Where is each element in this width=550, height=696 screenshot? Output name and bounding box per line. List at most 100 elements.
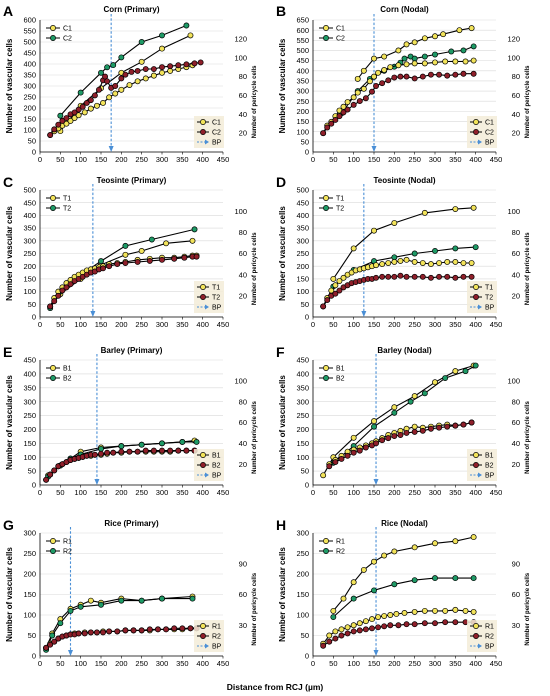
data-point (456, 27, 463, 34)
data-point (138, 39, 145, 45)
y-tick-label: 500 (296, 46, 309, 55)
data-point (379, 273, 386, 280)
legend-marker (50, 195, 56, 201)
data-point (379, 437, 386, 444)
data-point (427, 425, 434, 432)
legend-label: B2 (485, 463, 494, 470)
data-point (326, 463, 333, 470)
data-point (87, 105, 94, 112)
data-point (340, 103, 347, 110)
legend-marker (323, 35, 329, 41)
legend-marker (200, 284, 206, 290)
data-point (344, 630, 351, 637)
data-point (332, 635, 339, 642)
legend-marker (50, 365, 56, 371)
x-tick-label: 200 (115, 320, 128, 329)
data-point (421, 35, 428, 42)
data-point (326, 632, 333, 639)
x-tick-label: 400 (469, 659, 482, 668)
data-point (403, 41, 410, 48)
data-point (448, 48, 455, 55)
data-point (436, 424, 443, 431)
y2-tick-label: 100 (507, 376, 520, 385)
data-point (75, 630, 82, 637)
data-point (395, 47, 402, 54)
y2-tick-label: 60 (239, 418, 247, 427)
data-point (142, 447, 149, 454)
data-point (411, 273, 418, 280)
data-point (350, 622, 357, 629)
data-point (442, 58, 449, 65)
y-tick-label: 300 (23, 236, 36, 245)
data-point (391, 404, 398, 411)
data-point (411, 423, 418, 430)
data-point (379, 261, 386, 268)
data-point (391, 581, 398, 588)
data-point (385, 260, 392, 266)
data-point (385, 273, 392, 280)
vascular-series-C1 (57, 32, 194, 135)
data-point (118, 443, 125, 450)
data-point (320, 642, 327, 649)
x-tick-label: 0 (311, 155, 315, 164)
data-point (87, 629, 94, 636)
data-point (375, 69, 382, 76)
data-point (468, 273, 475, 280)
data-point (134, 448, 141, 455)
legend-label: B1 (485, 453, 494, 460)
vascular-series-R2 (330, 575, 477, 621)
x-tick-label: 250 (135, 659, 148, 668)
x-tick-label: 200 (115, 155, 128, 164)
series-line (49, 228, 195, 309)
data-point (362, 626, 369, 633)
y-tick-label: 450 (296, 56, 309, 65)
y-tick-label: 250 (296, 249, 309, 258)
data-point (114, 628, 121, 635)
y-axis-title: Number of vascular cells (278, 38, 287, 133)
y-axis-title: Number of vascular cells (5, 375, 14, 470)
series-line (322, 59, 474, 134)
data-point (71, 109, 78, 116)
data-point (369, 88, 375, 95)
y2-tick-label: 120 (234, 34, 247, 43)
data-point (371, 558, 377, 565)
data-point (350, 628, 357, 635)
y-tick-label: 250 (23, 549, 36, 558)
data-point (366, 78, 373, 85)
legend-label: R2 (212, 634, 221, 641)
data-point (393, 611, 400, 617)
x-tick-label: 100 (74, 488, 87, 497)
data-point (338, 626, 345, 633)
data-point (112, 90, 119, 97)
y-tick-label: 350 (296, 383, 309, 392)
x-tick-label: 150 (368, 659, 381, 668)
data-point (320, 472, 327, 479)
data-point (432, 575, 438, 582)
series-line (45, 598, 193, 651)
panel-letter: C (3, 174, 13, 190)
data-point (336, 287, 343, 294)
y2-tick-label: 40 (512, 439, 520, 448)
y-tick-label: 300 (296, 529, 309, 538)
data-point (179, 438, 186, 445)
y-tick-label: 0 (305, 652, 309, 661)
data-point (55, 121, 62, 128)
y-tick-label: 150 (23, 115, 36, 124)
legend-bottom: B1 B2 BP (467, 449, 497, 481)
x-tick-label: 350 (176, 155, 189, 164)
y-tick-label: 350 (23, 224, 36, 233)
data-point (118, 54, 125, 61)
legend-label: B1 (63, 366, 72, 373)
bp-arrow (371, 146, 377, 152)
panel-E: E Barley (Primary)05010015020025030035040… (3, 344, 258, 497)
data-point (51, 126, 58, 133)
data-point (324, 297, 331, 304)
data-point (330, 614, 337, 621)
y2-tick-label: 60 (239, 91, 247, 100)
y-tick-label: 200 (296, 262, 309, 271)
data-point (421, 607, 428, 614)
data-point (159, 256, 165, 263)
legend-label: R1 (63, 539, 72, 546)
data-point (138, 441, 145, 448)
